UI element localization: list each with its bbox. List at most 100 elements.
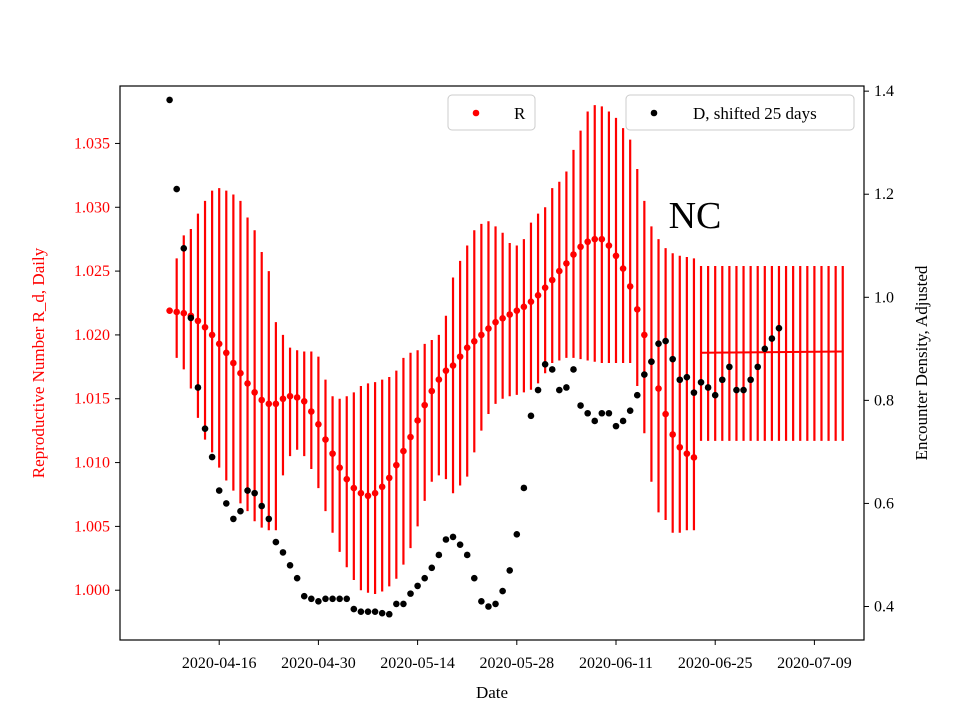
legend-r-label: R: [514, 104, 526, 123]
r-point: [463, 344, 471, 351]
d-point: [570, 366, 577, 373]
r-point: [215, 340, 223, 348]
d-point: [541, 360, 549, 368]
d-point: [697, 379, 705, 386]
x-tick-label: 2020-04-30: [281, 655, 356, 672]
r-point: [577, 243, 584, 251]
x-axis-title: Date: [476, 683, 508, 702]
x-tick-label: 2020-05-14: [380, 655, 455, 672]
r-point: [470, 337, 478, 345]
d-point: [300, 592, 308, 600]
y-right-tick-label: 0.6: [874, 495, 894, 512]
r-point: [244, 380, 251, 387]
r-point: [605, 242, 613, 249]
d-point: [470, 574, 478, 582]
d-point: [676, 376, 684, 384]
r-point: [534, 292, 542, 299]
d-point: [747, 376, 754, 384]
r-point: [393, 461, 400, 469]
d-point: [527, 412, 535, 420]
x-tick-label: 2020-06-25: [678, 655, 753, 672]
d-point: [669, 355, 676, 363]
r-point: [633, 306, 641, 313]
r-point: [180, 309, 188, 317]
r-point: [230, 359, 237, 367]
d-point: [626, 407, 634, 414]
d-point: [740, 386, 747, 394]
y-left-tick-label: 1.000: [74, 582, 110, 599]
d-point: [534, 386, 542, 394]
d-point: [222, 500, 230, 507]
r-point: [662, 410, 669, 418]
y-left-tick-label: 1.025: [74, 263, 110, 280]
d-point: [456, 541, 464, 548]
d-point: [329, 595, 336, 603]
r-point: [308, 408, 315, 415]
legend-d-marker: [650, 109, 658, 117]
r-point: [258, 396, 266, 404]
x-tick-label: 2020-07-09: [777, 655, 852, 672]
d-point: [633, 391, 641, 399]
r-point: [208, 331, 216, 339]
d-point: [343, 595, 351, 603]
d-point: [364, 608, 372, 615]
r-point: [237, 369, 244, 377]
r-point-series: [166, 235, 698, 500]
d-point-series: [166, 96, 783, 618]
d-point: [768, 335, 776, 342]
d-point: [556, 386, 563, 394]
r-point: [655, 385, 662, 392]
d-point: [428, 564, 436, 572]
d-point: [215, 487, 223, 494]
r-point: [300, 397, 308, 405]
r-point: [201, 323, 209, 331]
r-point: [251, 389, 258, 396]
r-point: [421, 401, 428, 409]
r-point: [676, 443, 684, 451]
d-point: [208, 453, 216, 461]
d-point: [251, 489, 258, 497]
r-point: [357, 489, 365, 497]
plot-frame: [119, 85, 865, 641]
d-point: [435, 551, 443, 559]
r-point: [563, 260, 570, 267]
d-point: [449, 533, 457, 541]
d-point: [612, 422, 620, 430]
d-point: [655, 340, 662, 347]
r-point: [612, 252, 620, 260]
r-point: [506, 311, 514, 318]
legend-r-box: [447, 94, 536, 131]
r-point: [513, 307, 521, 314]
r-point: [194, 317, 202, 325]
d-point: [690, 389, 698, 396]
x-tick-label: 2020-05-28: [479, 655, 554, 672]
r-point: [669, 431, 676, 438]
d-point: [442, 536, 450, 543]
r-point: [556, 267, 563, 275]
r-point: [173, 308, 180, 316]
d-point: [279, 549, 287, 556]
r-point: [428, 387, 436, 395]
r-point: [499, 315, 506, 322]
d-point: [166, 96, 173, 104]
y-axis-left-title: Reproductive Number R_d, Daily: [29, 247, 48, 478]
r-point: [343, 475, 351, 483]
r-point: [456, 353, 464, 360]
legend-r: R: [447, 94, 536, 131]
r-point: [378, 483, 386, 491]
d-point: [393, 600, 400, 608]
d-point: [506, 567, 514, 574]
y-axis-right-title: Encounter Density, Adjusted: [912, 265, 931, 460]
r-projection-series: [699, 265, 844, 441]
y-axis-left: 1.000 1.005 1.010 1.015 1.020 1.025 1.030 1.035: [74, 135, 120, 599]
d-point: [563, 384, 570, 391]
r-projection-line: [701, 350, 843, 354]
r-point: [520, 303, 528, 311]
state-annotation: NC: [669, 195, 722, 237]
d-point: [591, 417, 599, 425]
d-point: [718, 376, 726, 384]
r-point: [584, 238, 591, 246]
d-point: [237, 507, 244, 515]
r-point: [350, 484, 358, 492]
r-point: [598, 235, 606, 243]
